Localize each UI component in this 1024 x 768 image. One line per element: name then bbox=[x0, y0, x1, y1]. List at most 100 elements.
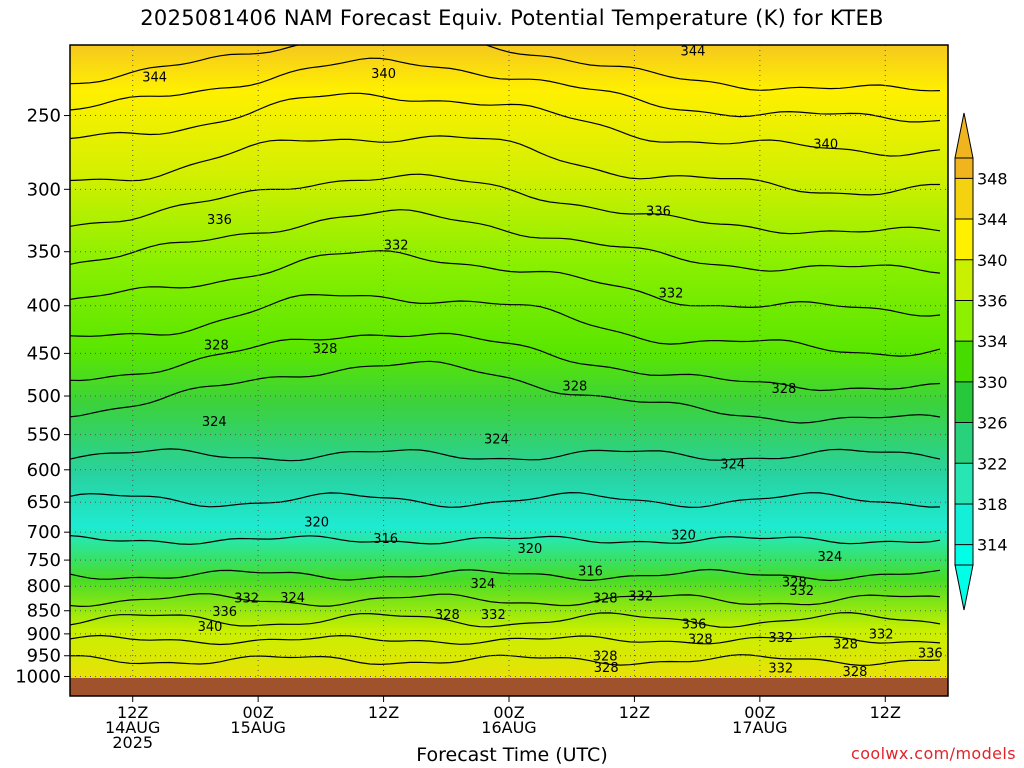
contour-label-33: 328 bbox=[688, 632, 713, 647]
contour-label-text-12: 324 bbox=[202, 415, 227, 430]
y-tick-label-900: 900 bbox=[27, 624, 61, 645]
colorbar-label-334: 334 bbox=[977, 332, 1008, 351]
contour-label-21: 324 bbox=[470, 577, 495, 592]
contour-lines bbox=[70, 45, 941, 667]
contour-label-17: 320 bbox=[517, 542, 542, 557]
contour-label-30: 328 bbox=[782, 576, 807, 591]
contour-label-text-11: 328 bbox=[771, 382, 796, 397]
contour-label-20: 324 bbox=[817, 550, 842, 565]
contour-line-8 bbox=[70, 332, 941, 392]
x-tick-label-3-0: 00Z bbox=[493, 703, 524, 722]
contour-label-text-39: 328 bbox=[594, 661, 619, 676]
colorbar-label-348: 348 bbox=[977, 169, 1008, 188]
x-tick-label-6-0: 12Z bbox=[870, 703, 901, 722]
contour-label-27: 332 bbox=[234, 592, 259, 607]
contour-label-text-21: 324 bbox=[470, 577, 495, 592]
contour-label-text-20: 324 bbox=[817, 550, 842, 565]
x-tick-label-4-0: 12Z bbox=[619, 703, 650, 722]
contour-label-15: 320 bbox=[304, 516, 329, 531]
colorbar-frame bbox=[954, 157, 974, 566]
y-tick-label-250: 250 bbox=[27, 106, 61, 127]
contour-line-10 bbox=[70, 448, 941, 462]
contour-label-12: 324 bbox=[202, 415, 227, 430]
colorbar-seg-bottom bbox=[955, 544, 973, 565]
x-tick-label-5-0: 00Z bbox=[744, 703, 775, 722]
contour-line-13 bbox=[70, 568, 941, 582]
colorbar-bottom-arrow bbox=[954, 564, 974, 611]
contour-line-15 bbox=[70, 611, 941, 628]
contour-line-11 bbox=[70, 491, 941, 509]
colorbar-seg-3 bbox=[955, 300, 973, 342]
contour-label-text-24: 328 bbox=[435, 608, 460, 623]
contour-label-text-0: 344 bbox=[142, 70, 167, 85]
contour-label-6: 332 bbox=[384, 239, 409, 254]
contour-label-text-29: 340 bbox=[198, 620, 223, 635]
contour-label-text-36: 332 bbox=[869, 627, 894, 642]
contour-label-text-6: 332 bbox=[384, 239, 409, 254]
contour-label-8: 328 bbox=[204, 338, 229, 353]
contour-label-text-9: 328 bbox=[313, 342, 338, 357]
colorbar-seg-top bbox=[955, 158, 973, 179]
colorbar-label-340: 340 bbox=[977, 251, 1008, 270]
contour-label-text-27: 332 bbox=[234, 592, 259, 607]
contour-line-0 bbox=[70, 45, 941, 92]
colorbar-label-326: 326 bbox=[977, 414, 1008, 433]
y-tick-label-550: 550 bbox=[27, 425, 61, 446]
site-credit: coolwx.com/models bbox=[851, 744, 1016, 763]
contour-label-text-33: 328 bbox=[688, 632, 713, 647]
contour-label-25: 332 bbox=[481, 608, 506, 623]
contour-label-18: 316 bbox=[578, 565, 603, 580]
contour-label-39: 328 bbox=[594, 661, 619, 676]
colorbar-seg-0 bbox=[955, 178, 973, 220]
contour-label-text-14: 324 bbox=[720, 458, 745, 473]
contour-label-14: 324 bbox=[720, 458, 745, 473]
contour-label-text-31: 332 bbox=[789, 584, 814, 599]
contour-label-22: 328 bbox=[593, 592, 618, 607]
contour-label-text-19: 320 bbox=[671, 528, 696, 543]
contour-label-text-37: 336 bbox=[918, 646, 943, 661]
contour-label-38: 328 bbox=[593, 649, 618, 664]
colorbar-top-arrow bbox=[954, 112, 974, 159]
contour-label-text-32: 336 bbox=[682, 617, 707, 632]
contour-label-41: 328 bbox=[843, 665, 868, 680]
contour-label-16: 316 bbox=[373, 532, 398, 547]
y-tick-label-650: 650 bbox=[27, 492, 61, 513]
contour-label-13: 324 bbox=[484, 432, 509, 447]
x-axis-label: Forecast Time (UTC) bbox=[416, 744, 608, 766]
x-tick-label-0-1: 14AUG bbox=[105, 718, 160, 737]
contour-label-text-18: 316 bbox=[578, 565, 603, 580]
contour-line-6 bbox=[70, 250, 941, 317]
contour-label-text-38: 328 bbox=[593, 649, 618, 664]
contour-line-1 bbox=[70, 57, 941, 123]
colorbar-label-318: 318 bbox=[977, 495, 1008, 514]
contour-label-text-2: 344 bbox=[681, 45, 706, 60]
y-tick-label-850: 850 bbox=[27, 601, 61, 622]
contour-label-text-28: 336 bbox=[212, 605, 237, 620]
contour-label-text-16: 316 bbox=[373, 532, 398, 547]
y-axis: 2503003504004505005506006507007508008509… bbox=[15, 106, 70, 688]
contour-line-5 bbox=[70, 209, 941, 274]
y-tick-label-450: 450 bbox=[27, 343, 61, 364]
contour-label-2: 344 bbox=[681, 45, 706, 60]
y-tick-label-350: 350 bbox=[27, 242, 61, 263]
contour-line-16 bbox=[70, 634, 941, 646]
contour-label-text-26: 324 bbox=[280, 591, 305, 606]
x-tick-label-1-0: 00Z bbox=[242, 703, 273, 722]
contour-label-26: 324 bbox=[280, 591, 305, 606]
ground-surface bbox=[70, 678, 948, 696]
contour-label-text-23: 332 bbox=[628, 590, 653, 605]
contour-line-7 bbox=[70, 293, 941, 357]
contour-label-37: 336 bbox=[918, 646, 943, 661]
contour-label-text-1: 340 bbox=[371, 67, 396, 82]
colorbar-seg-7 bbox=[955, 463, 973, 504]
contour-label-36: 332 bbox=[869, 627, 894, 642]
y-tick-label-1000: 1000 bbox=[15, 667, 61, 688]
colorbar-label-336: 336 bbox=[977, 291, 1008, 310]
contour-line-2 bbox=[70, 92, 941, 157]
y-tick-label-500: 500 bbox=[27, 386, 61, 407]
x-tick-label-1-1: 15AUG bbox=[230, 718, 285, 737]
contour-label-text-13: 324 bbox=[484, 432, 509, 447]
contour-label-23: 332 bbox=[628, 590, 653, 605]
